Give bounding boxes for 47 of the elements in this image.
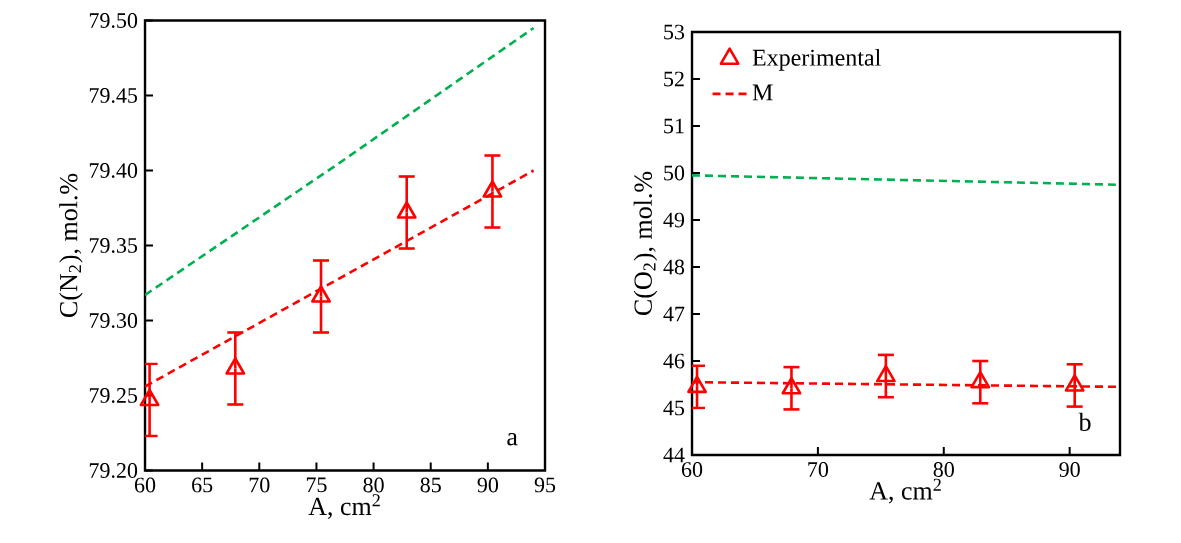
x-tick-label: 85 [420, 477, 441, 493]
point [311, 285, 331, 303]
y-tick-label: 79.45 [89, 88, 138, 103]
x-tick-label: 90 [477, 477, 499, 493]
x-tick-label: 75 [306, 477, 327, 493]
x-tick-label: 60 [681, 462, 703, 477]
x-tick-label: 80 [933, 462, 954, 477]
x-tick-label: 90 [1059, 462, 1080, 477]
x-tick-label: 95 [534, 477, 556, 493]
y-tick-label: 44 [663, 447, 685, 463]
annotation: b [1078, 412, 1091, 432]
point [396, 201, 417, 219]
y-tick-label: 79.30 [89, 313, 138, 328]
y-tick-label: 79.35 [89, 238, 138, 253]
point [1064, 374, 1085, 392]
y-tick-label: 47 [663, 306, 685, 322]
y-tick-label: 51 [664, 118, 684, 134]
point [687, 375, 708, 394]
legend-label: Experimental [752, 48, 881, 71]
x-tick-label: 65 [192, 477, 213, 493]
x-axis-title: A, cm$^{2}$ [308, 494, 380, 519]
y-tick-label: 79.20 [89, 463, 138, 478]
point [139, 388, 160, 407]
x-axis-title: A, cm$^{2}$ [869, 478, 941, 504]
x-tick-label: 80 [363, 477, 384, 493]
y-tick-label: 50 [664, 165, 685, 181]
point [482, 180, 503, 198]
y-tick-label: 49 [663, 212, 685, 228]
y-tick-label: 48 [663, 259, 685, 275]
y-tick-label: 79.50 [89, 13, 138, 28]
y-tick-label: 52 [664, 71, 684, 87]
y-tick-label: 79.40 [89, 163, 138, 178]
point [225, 357, 246, 375]
point [970, 370, 991, 389]
y-tick-label: 53 [664, 24, 685, 40]
y-axis-title: C(N$_{2}$), mol.% [59, 173, 83, 317]
x-tick-label: 70 [249, 477, 270, 493]
point [875, 364, 896, 383]
y-tick-label: 79.25 [89, 388, 138, 403]
y-tick-label: 46 [663, 353, 685, 369]
y-tick-label: 45 [663, 400, 685, 416]
legend-label: M [752, 84, 773, 101]
x-tick-label: 70 [808, 462, 829, 477]
point [781, 376, 802, 395]
x-tick-label: 60 [134, 477, 156, 493]
annotation: a [507, 432, 518, 446]
y-axis-title: C(O$_{2}$), mol.% [633, 171, 658, 316]
